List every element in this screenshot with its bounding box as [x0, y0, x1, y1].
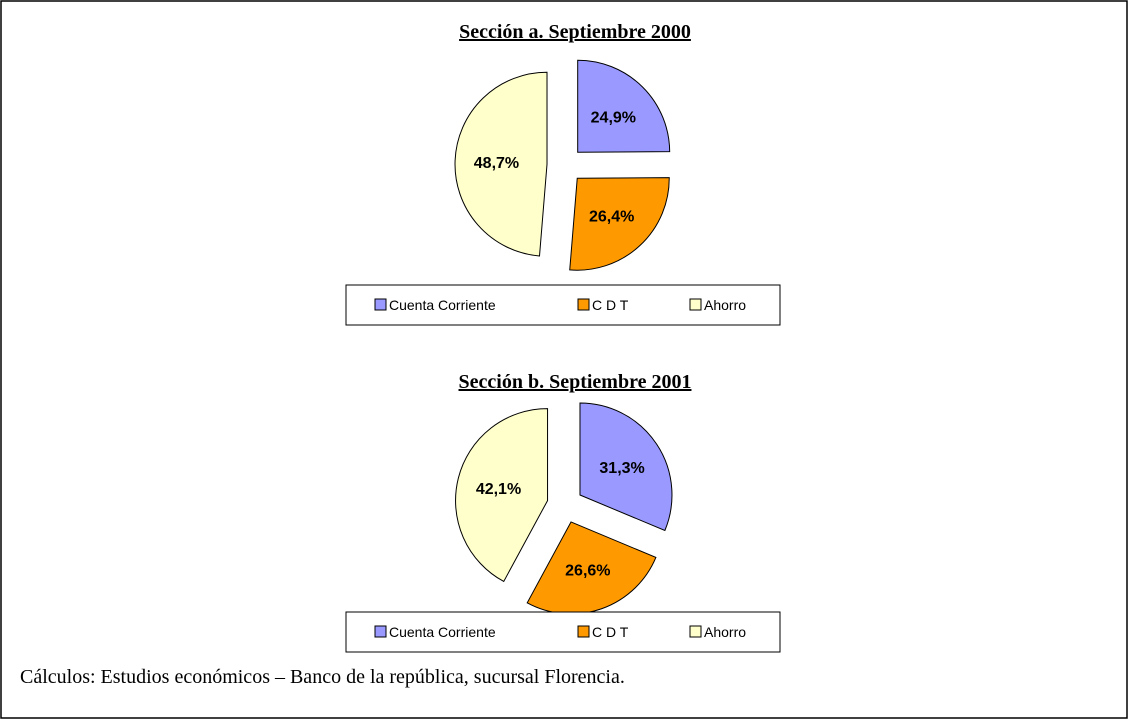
legend-swatch — [689, 298, 702, 311]
chart-title: Sección b. Septiembre 2001 — [459, 371, 692, 393]
pie-slice — [454, 71, 548, 257]
legend-label: Cuenta Corriente — [389, 624, 496, 640]
pie-slice — [526, 521, 657, 615]
legend — [345, 611, 781, 653]
pie-slice — [455, 408, 549, 583]
legend-label: C D T — [592, 297, 629, 313]
data-label: 48,7% — [474, 155, 519, 172]
data-label: 24,9% — [591, 109, 636, 126]
legend-swatch — [577, 625, 590, 638]
legend — [345, 284, 781, 326]
pie-slice — [569, 177, 670, 271]
legend-swatch — [577, 298, 590, 311]
source-note: Cálculos: Estudios económicos – Banco de… — [20, 666, 625, 688]
legend-label: Cuenta Corriente — [389, 297, 496, 313]
data-label: 31,3% — [599, 460, 644, 477]
legend-label: C D T — [592, 624, 629, 640]
pie-slice — [579, 402, 673, 532]
legend-swatch — [374, 625, 387, 638]
data-label: 42,1% — [476, 481, 521, 498]
legend-label: Ahorro — [704, 297, 746, 313]
legend-swatch — [374, 298, 387, 311]
data-label: 26,6% — [565, 563, 610, 580]
chart-title: Sección a. Septiembre 2000 — [459, 21, 691, 43]
pie-slice — [577, 59, 671, 153]
legend-swatch — [689, 625, 702, 638]
legend-label: Ahorro — [704, 624, 746, 640]
data-label: 26,4% — [589, 208, 634, 225]
